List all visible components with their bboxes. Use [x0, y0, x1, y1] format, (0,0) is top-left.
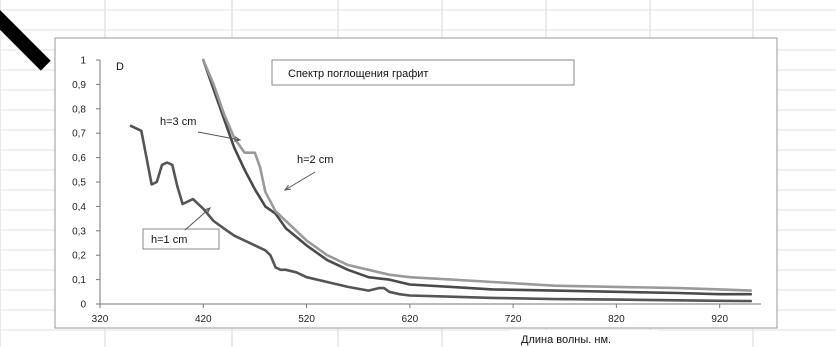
x-tick-label: 620 — [402, 314, 419, 325]
y-tick-label: 0 — [80, 300, 86, 311]
series-annotation: h=3 cm — [160, 116, 196, 128]
y-tick-label: 0,5 — [72, 178, 86, 189]
y-axis-label: D — [116, 61, 124, 73]
annotation-box — [142, 228, 220, 250]
series-line — [202, 58, 753, 296]
annotation-arrowhead — [204, 207, 211, 214]
y-tick-label: 0,9 — [72, 80, 86, 91]
x-tick-label: 820 — [608, 314, 625, 325]
chart-title-box — [271, 59, 575, 86]
x-tick-label: 520 — [298, 314, 315, 325]
annotation-arrowhead — [234, 136, 242, 142]
y-tick-label: 0,8 — [72, 104, 86, 115]
series-line — [202, 58, 753, 292]
x-tick-label: 320 — [92, 314, 109, 325]
y-tick-label: 0,4 — [72, 202, 86, 213]
annotation-arrow — [284, 171, 316, 191]
y-tick-label: 0,1 — [72, 275, 86, 286]
series-annotation: h=1 cm — [151, 234, 187, 246]
chart-title: Спектр поглощения графит — [288, 68, 428, 80]
annotation-arrow — [184, 207, 211, 231]
annotation-arrowhead — [283, 184, 292, 191]
y-tick-label: 0,7 — [72, 129, 86, 140]
annotation-arrow — [197, 131, 241, 141]
series-annotation: h=2 cm — [297, 154, 333, 166]
annotations: h=3 cm h=2 cm h=1 cm — [142, 116, 333, 250]
y-tick-label: 0,6 — [72, 153, 86, 164]
y-tick-label: 1 — [80, 56, 86, 67]
x-tick-label: 420 — [195, 314, 212, 325]
y-tick-label: 0,2 — [72, 251, 86, 262]
axes: 0 0,1 0,2 0,3 0,4 0,5 0,6 0,7 0,8 0,9 1 320 420 520 62… — [72, 56, 761, 325]
y-tick-label: 0,3 — [72, 226, 86, 237]
x-axis-label: Длина волны. нм. — [521, 334, 611, 346]
series-line — [129, 124, 753, 303]
x-axis-label-box — [510, 330, 658, 347]
series-layer — [129, 58, 753, 303]
x-tick-label: 920 — [711, 314, 728, 325]
x-tick-label: 720 — [505, 314, 522, 325]
